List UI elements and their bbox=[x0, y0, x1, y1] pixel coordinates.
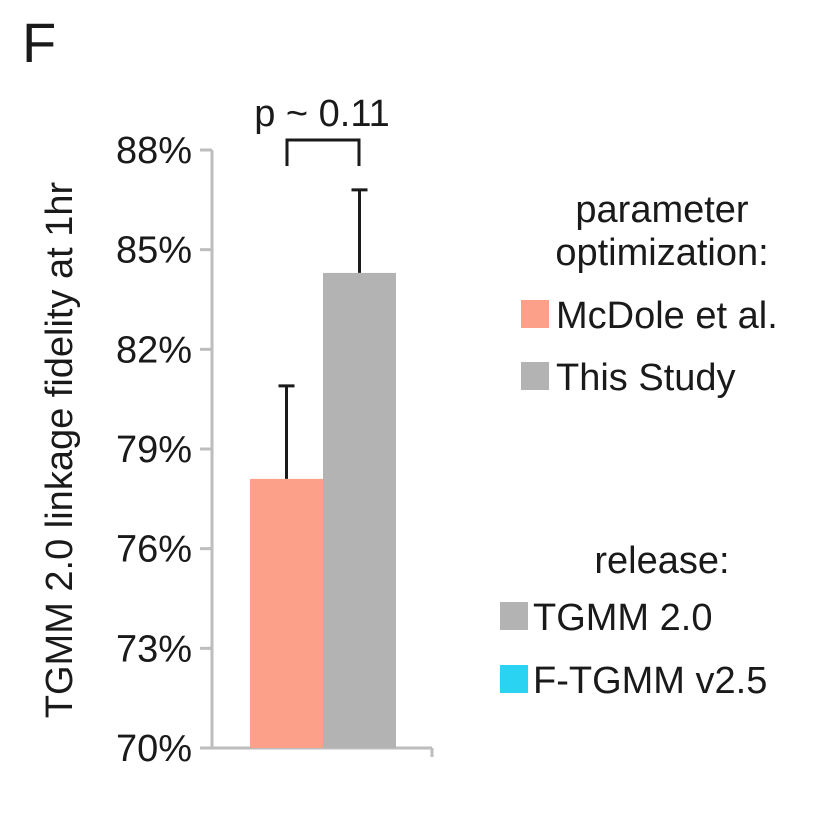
legend-item-label: F-TGMM v2.5 bbox=[533, 660, 767, 702]
legend-title: optimization: bbox=[555, 232, 768, 274]
legend-swatch bbox=[500, 665, 528, 693]
y-tick-label: 88% bbox=[116, 130, 192, 172]
y-ticks: 70% 73% 76% 79% 82% 85% 88% bbox=[116, 130, 212, 770]
y-tick-label: 82% bbox=[116, 329, 192, 371]
y-tick-label: 79% bbox=[116, 429, 192, 471]
y-tick-label: 70% bbox=[116, 728, 192, 770]
y-tick-label: 85% bbox=[116, 230, 192, 272]
legend-swatch bbox=[521, 300, 549, 328]
y-tick-label: 73% bbox=[116, 628, 192, 670]
bars bbox=[250, 188, 396, 748]
bar-this-study bbox=[323, 272, 396, 748]
legend-item-label: TGMM 2.0 bbox=[533, 597, 712, 639]
panel-label: F bbox=[22, 11, 56, 74]
legend-item-label: This Study bbox=[556, 357, 736, 399]
y-tick-label: 76% bbox=[116, 529, 192, 571]
legend-swatch bbox=[521, 362, 549, 390]
bar-mcdole-et-al bbox=[250, 478, 323, 748]
y-axis-label: TGMM 2.0 linkage fidelity at 1hr bbox=[39, 181, 81, 718]
legend-item-label: McDole et al. bbox=[556, 295, 778, 337]
p-value-annotation: p ~ 0.11 bbox=[254, 93, 390, 135]
significance-bracket: p ~ 0.11 bbox=[254, 93, 390, 166]
legend-swatch bbox=[500, 602, 528, 630]
bracket-line bbox=[285, 138, 361, 166]
legend-title: parameter bbox=[575, 189, 749, 231]
legend-title: release: bbox=[594, 540, 729, 582]
